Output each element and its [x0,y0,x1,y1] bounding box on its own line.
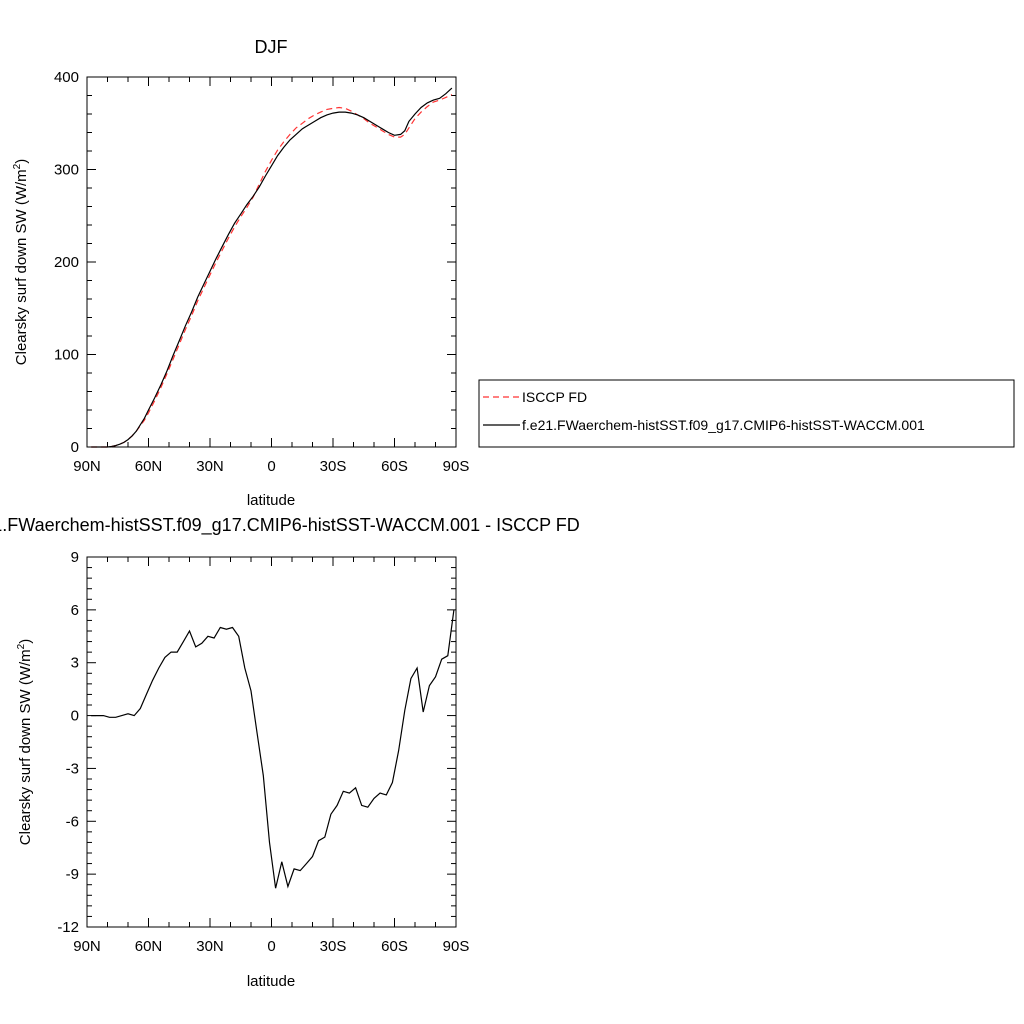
bottom-y-tick-label: 9 [71,549,79,566]
top-y-tick-label: 200 [54,254,79,271]
top-y-tick-label: 100 [54,347,79,364]
bottom-y-tick-label: -12 [57,919,79,936]
bottom-y-axis-label: Clearsky surf down SW (W/m2) [16,639,34,845]
legend-label-isccp: ISCCP FD [522,389,587,405]
bottom-x-tick-label: 30N [196,938,224,955]
bottom-x-tick-label: 30S [320,938,347,955]
bottom-series-line-0 [91,609,455,889]
top-x-tick-label: 60S [381,458,408,475]
bottom-y-tick-label: -3 [66,760,79,777]
top-series-line-0 [91,94,453,448]
bottom-chart-title: f.e21.FWaerchem-histSST.f09_g17.CMIP6-hi… [0,515,580,536]
bottom-y-tick-label: -6 [66,813,79,830]
bottom-y-tick-label: 6 [71,602,79,619]
bottom-x-tick-label: 90S [443,938,470,955]
bottom-plot-frame [86,556,457,928]
bottom-x-tick-label: 60S [381,938,408,955]
top-x-axis-label: latitude [247,492,295,509]
legend-box [478,379,1015,448]
top-y-tick-label: 400 [54,69,79,86]
bottom-y-tick-label: -9 [66,866,79,883]
bottom-x-tick-label: 60N [135,938,163,955]
top-y-tick-label: 300 [54,162,79,179]
top-x-tick-label: 30S [320,458,347,475]
top-x-tick-label: 0 [267,458,275,475]
bottom-x-tick-label: 90N [73,938,101,955]
top-x-tick-label: 90N [73,458,101,475]
bottom-chart: f.e21.FWaerchem-histSST.f09_g17.CMIP6-hi… [0,515,580,990]
bottom-y-tick-label: 0 [71,708,79,725]
top-plot-frame [86,76,457,448]
top-series-line-1 [91,87,453,448]
bottom-x-tick-label: 0 [267,938,275,955]
top-x-tick-label: 90S [443,458,470,475]
top-y-axis-label: Clearsky surf down SW (W/m2) [12,159,30,365]
bottom-x-axis-label: latitude [247,973,295,990]
legend: ISCCP FD f.e21.FWaerchem-histSST.f09_g17… [478,379,1015,448]
legend-label-model: f.e21.FWaerchem-histSST.f09_g17.CMIP6-hi… [522,417,925,433]
top-y-tick-label: 0 [71,439,79,456]
bottom-y-tick-label: 3 [71,655,79,672]
top-chart-title: DJF [255,37,288,57]
top-x-tick-label: 60N [135,458,163,475]
top-chart: DJF 90N 60N 30N 0 30S 60S 90S 0 100 200 300 400 lat… [12,37,469,509]
top-x-tick-label: 30N [196,458,224,475]
